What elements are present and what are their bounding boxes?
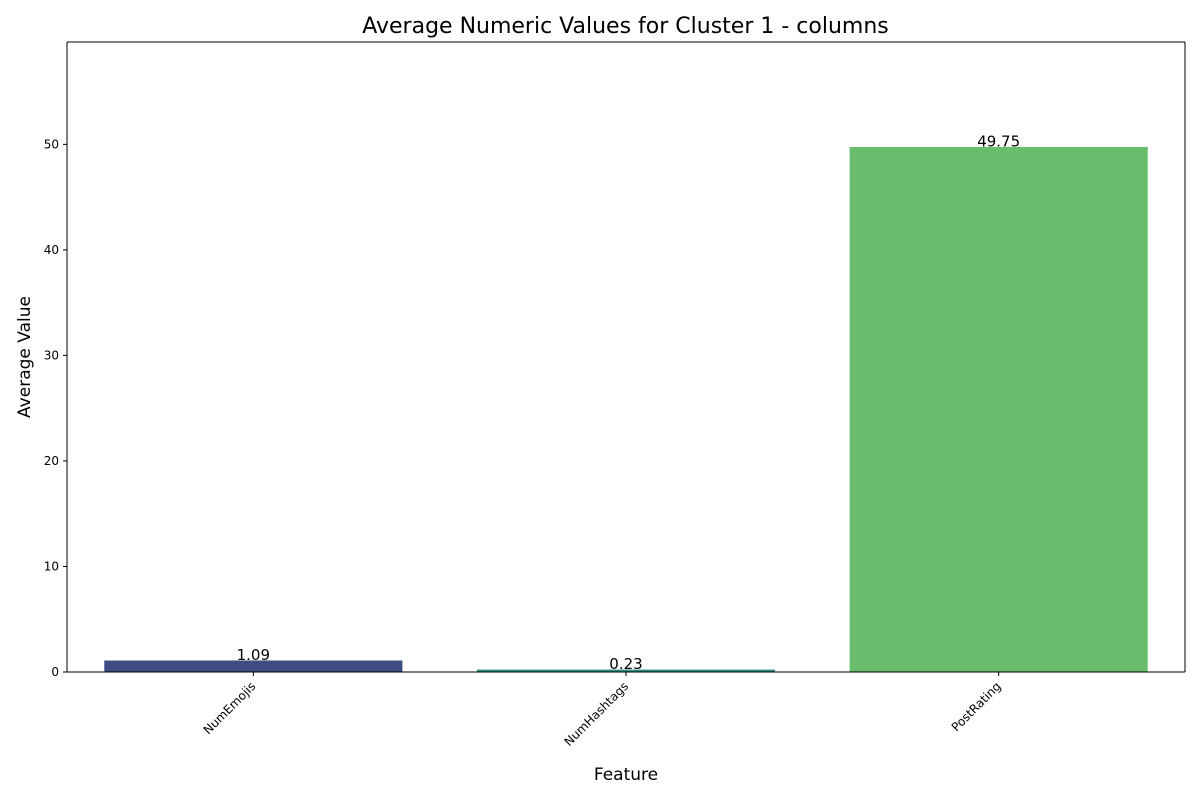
- x-tick-label-postrating: PostRating: [949, 679, 1004, 734]
- bar-numemojis: [104, 660, 403, 672]
- y-axis-title: Average Value: [15, 296, 35, 418]
- y-tick-label: 30: [44, 348, 59, 362]
- y-tick-label: 20: [44, 454, 59, 468]
- x-tick-label-numhashtags: NumHashtags: [562, 679, 632, 749]
- x-tick-label-numemojis: NumEmojis: [201, 679, 259, 737]
- bar-numhashtags: [476, 669, 776, 672]
- data-label-numemojis: 1.09: [237, 646, 270, 664]
- bar-postrating: [849, 147, 1148, 672]
- data-label-numhashtags: 0.23: [609, 655, 642, 673]
- x-axis-title: Feature: [594, 765, 658, 785]
- plot-area: 1.09 0.23 49.75 0 10 20 30 40 50 NumEmojis NumHash…: [44, 41, 1186, 749]
- chart-title: Average Numeric Values for Cluster 1 - c…: [362, 14, 889, 39]
- y-tick-label: 10: [44, 559, 59, 573]
- y-tick-label: 0: [51, 665, 59, 679]
- y-tick-label: 50: [44, 137, 59, 151]
- y-tick-label: 40: [44, 243, 59, 257]
- data-label-postrating: 49.75: [977, 133, 1020, 151]
